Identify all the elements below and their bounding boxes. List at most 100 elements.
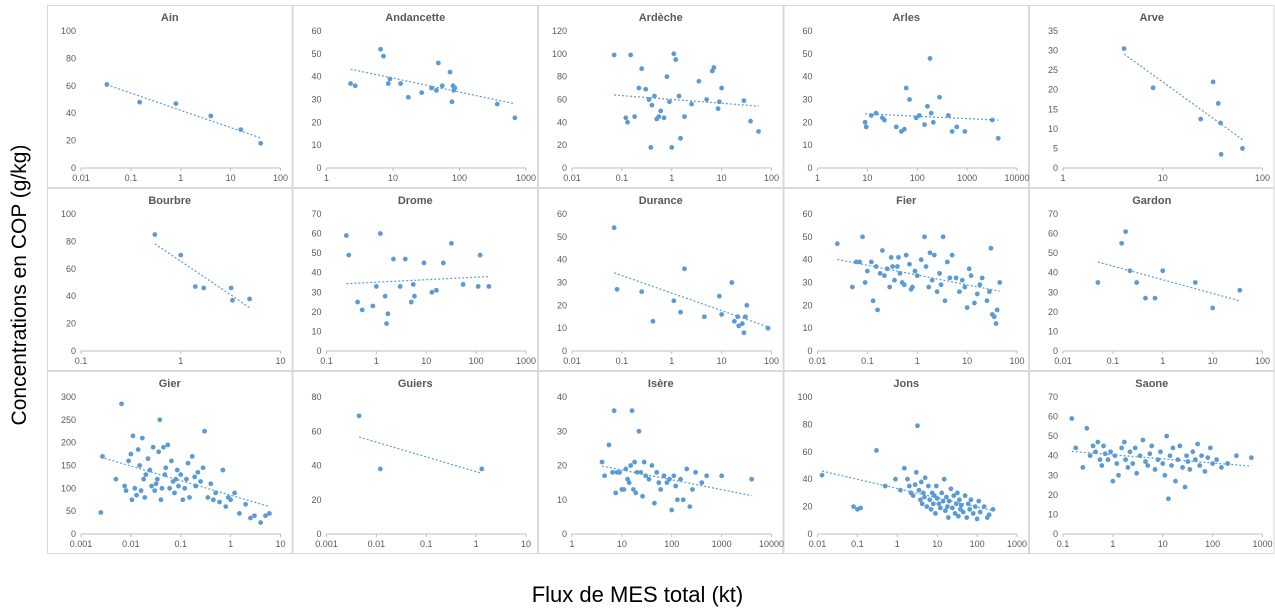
data-point	[933, 483, 939, 489]
y-tick-label: 20	[557, 140, 567, 150]
panel-guiers: Guiers 0 20 40 60 80 0.001 0.01 0.1 1 10	[292, 371, 538, 554]
x-tick-label: 0.1	[320, 356, 333, 366]
data-point	[159, 485, 165, 491]
data-point	[741, 330, 747, 336]
data-point	[922, 494, 927, 500]
x-tick-label: 0.01	[563, 173, 581, 183]
x-tick-label: 1	[815, 173, 820, 183]
data-point	[643, 473, 649, 479]
data-point	[749, 476, 755, 482]
data-point	[611, 225, 617, 231]
data-point	[435, 60, 441, 66]
data-point	[704, 473, 710, 479]
data-point	[475, 284, 481, 289]
data-point	[1185, 459, 1191, 464]
x-tick-label: 0.1	[851, 539, 864, 549]
data-point	[964, 305, 970, 311]
data-point	[161, 444, 166, 450]
data-point	[656, 480, 662, 486]
y-tick-label: 30	[311, 287, 321, 297]
y-tick-label: 40	[557, 255, 567, 265]
data-point	[719, 85, 725, 91]
y-tick-label: 35	[1048, 26, 1058, 36]
data-point	[929, 277, 935, 283]
panel-title: Bourbre	[148, 195, 191, 207]
data-point	[119, 401, 124, 407]
data-point	[974, 516, 980, 522]
panel-arles: Arles 0 10 20 30 40 50 60 1 10 100 1000 10000	[783, 5, 1030, 188]
data-point	[943, 494, 949, 500]
data-point	[765, 325, 771, 331]
data-point	[735, 314, 741, 320]
y-tick-label: 20	[802, 300, 812, 310]
data-point	[960, 509, 966, 515]
y-tick-label: 70	[1048, 392, 1058, 402]
data-point	[1090, 443, 1096, 449]
data-point	[178, 252, 184, 258]
data-point	[248, 515, 253, 521]
data-point	[1218, 151, 1224, 157]
data-point	[947, 275, 953, 281]
data-point	[953, 275, 959, 281]
global-x-axis-label: Flux de MES total (kt)	[531, 582, 744, 607]
data-point	[990, 506, 996, 512]
data-point	[913, 469, 919, 475]
data-point	[949, 252, 955, 258]
y-tick-label: 60	[802, 209, 812, 219]
data-point	[946, 498, 952, 504]
data-point	[1101, 443, 1106, 449]
global-y-axis-label-text: Concentrations en COP (g/kg)	[8, 145, 31, 426]
data-point	[104, 82, 110, 87]
data-point	[715, 106, 721, 112]
y-tick-label: 20	[66, 136, 76, 146]
y-tick-label: 0	[316, 529, 321, 539]
data-point	[113, 476, 119, 482]
data-point	[173, 101, 179, 107]
data-point	[962, 129, 968, 134]
data-point	[719, 312, 725, 317]
data-point	[352, 83, 358, 89]
data-point	[452, 85, 458, 91]
data-point	[1155, 457, 1161, 463]
data-point	[98, 510, 104, 515]
y-tick-label: 60	[66, 264, 76, 274]
y-tick-label: 0	[1053, 529, 1058, 539]
x-tick-label: 100	[910, 173, 925, 183]
data-point	[123, 488, 129, 494]
data-point	[936, 501, 942, 507]
panel-title: Fier	[896, 195, 917, 207]
y-tick-label: 60	[802, 447, 812, 457]
data-point	[381, 53, 386, 59]
data-point	[208, 113, 214, 119]
data-point	[1152, 467, 1158, 472]
data-point	[997, 280, 1003, 285]
data-point	[687, 504, 693, 509]
data-point	[696, 78, 702, 84]
data-point	[870, 298, 876, 304]
x-tick-label: 100	[764, 173, 779, 183]
panel-title: Arve	[1140, 12, 1164, 24]
data-point	[948, 486, 954, 492]
x-tick-label: 0.01	[809, 356, 827, 366]
panel-border	[1029, 5, 1275, 188]
data-point	[868, 259, 874, 265]
y-tick-label: 0	[807, 346, 812, 356]
data-point	[1240, 146, 1245, 151]
y-tick-label: 40	[802, 255, 812, 265]
data-point	[145, 456, 151, 462]
data-point	[1192, 280, 1198, 285]
data-point	[1097, 457, 1103, 463]
data-point	[905, 476, 910, 482]
data-point	[122, 483, 128, 489]
data-point	[970, 511, 976, 516]
data-point	[126, 458, 131, 464]
y-tick-label: 30	[1048, 287, 1058, 297]
data-point	[632, 114, 638, 120]
data-point	[643, 86, 649, 92]
trendline	[358, 436, 482, 474]
y-tick-label: 20	[311, 307, 321, 317]
data-point	[1177, 443, 1183, 449]
data-point	[384, 321, 389, 326]
x-tick-label: 1	[178, 173, 183, 183]
data-point	[158, 497, 164, 503]
